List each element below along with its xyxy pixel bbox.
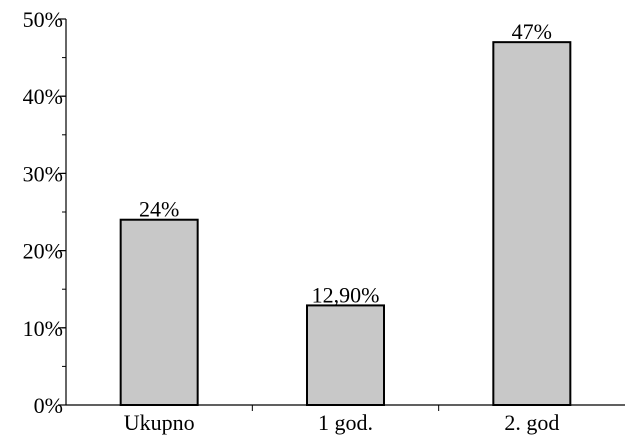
category-label-0: Ukupno — [124, 410, 195, 435]
bar-2 — [492, 41, 572, 406]
bar-1 — [306, 304, 385, 406]
bars — [119, 41, 572, 406]
y-tick-label: 30% — [23, 161, 63, 186]
y-tick-label: 10% — [23, 316, 63, 341]
category-label-1: 1 god. — [318, 410, 373, 435]
y-tick-label: 20% — [23, 239, 63, 264]
data-label-1: 12,90% — [312, 282, 380, 307]
y-tick-label: 40% — [23, 84, 63, 109]
y-tick-label: 0% — [34, 393, 63, 418]
data-label-0: 24% — [139, 197, 179, 222]
labels: 0% 10% 20% 30% 40% 50% 24% Ukupno 12,90% 1 god. 47… — [23, 7, 560, 435]
category-label-2: 2. god — [504, 410, 559, 435]
bar-0 — [119, 218, 199, 406]
data-label-2: 47% — [512, 19, 552, 44]
y-tick-label: 50% — [23, 7, 63, 32]
